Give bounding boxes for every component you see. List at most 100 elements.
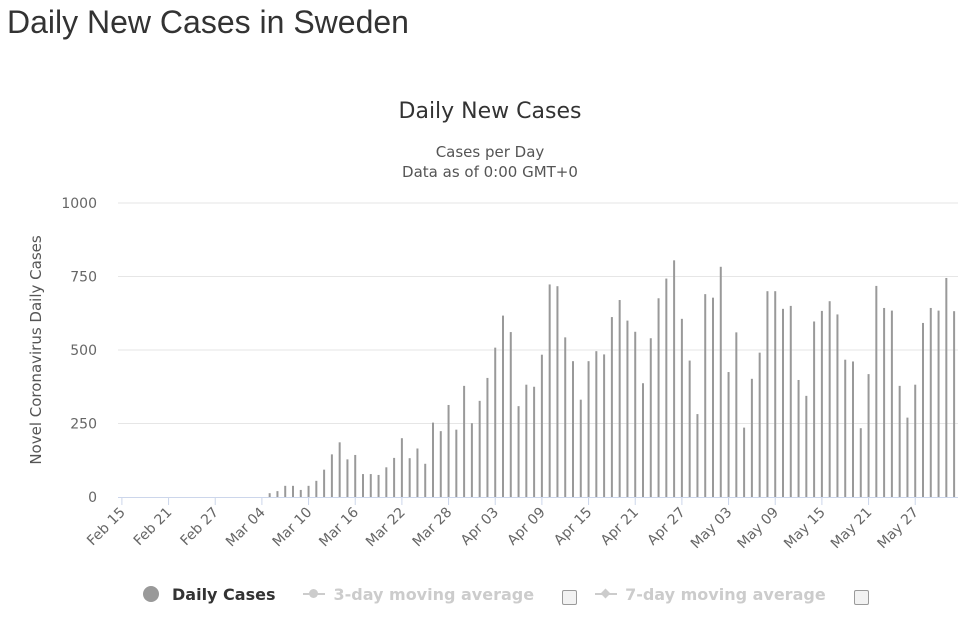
bar[interactable] <box>416 448 419 497</box>
bar[interactable] <box>400 438 403 497</box>
bar[interactable] <box>750 378 753 497</box>
bar[interactable] <box>494 347 497 497</box>
bar[interactable] <box>704 294 707 497</box>
bar[interactable] <box>922 322 924 497</box>
bar[interactable] <box>595 351 598 497</box>
bar[interactable] <box>369 474 372 497</box>
bar[interactable] <box>883 307 886 497</box>
bar[interactable] <box>299 489 302 497</box>
bar[interactable] <box>953 311 956 497</box>
bar[interactable] <box>486 377 489 497</box>
x-tick-label: Mar 22 <box>363 505 409 551</box>
bar[interactable] <box>743 427 746 497</box>
legend-checkbox-7-day-average[interactable] <box>853 589 869 605</box>
bar[interactable] <box>890 310 893 497</box>
bar[interactable] <box>502 315 504 497</box>
bar[interactable] <box>346 459 349 497</box>
bar[interactable] <box>439 431 442 497</box>
bar[interactable] <box>548 284 551 497</box>
bar[interactable] <box>906 417 909 497</box>
bar[interactable] <box>478 400 481 497</box>
bar[interactable] <box>673 260 676 497</box>
bar[interactable] <box>929 307 932 497</box>
bar[interactable] <box>867 374 870 497</box>
x-tick-label: Feb 27 <box>177 505 222 550</box>
bar[interactable] <box>463 385 466 497</box>
bar[interactable] <box>696 414 699 497</box>
bar[interactable] <box>774 291 777 497</box>
bar[interactable] <box>898 385 901 497</box>
bar[interactable] <box>447 404 450 497</box>
bar[interactable] <box>836 314 839 497</box>
bar[interactable] <box>782 308 784 497</box>
bar[interactable] <box>626 320 629 497</box>
bar[interactable] <box>727 372 730 497</box>
bar[interactable] <box>323 469 326 497</box>
bar[interactable] <box>852 361 854 497</box>
bar[interactable] <box>758 352 761 497</box>
bar[interactable] <box>330 454 333 497</box>
bar[interactable] <box>354 454 357 497</box>
bar[interactable] <box>712 297 714 497</box>
bar[interactable] <box>424 463 427 497</box>
bar[interactable] <box>797 379 800 497</box>
bar[interactable] <box>610 317 613 497</box>
bar[interactable] <box>533 386 536 497</box>
bar[interactable] <box>828 301 831 497</box>
bar[interactable] <box>338 442 341 497</box>
x-tick-label: Apr 09 <box>505 505 549 549</box>
bar[interactable] <box>362 474 364 497</box>
bar[interactable] <box>603 354 606 497</box>
bar[interactable] <box>914 384 917 497</box>
bar[interactable] <box>540 354 543 497</box>
bar[interactable] <box>408 458 411 497</box>
bar[interactable] <box>735 332 738 497</box>
bar[interactable] <box>525 384 528 497</box>
legend-item-3-day-average[interactable]: 3-day moving average <box>303 585 534 604</box>
bar[interactable] <box>509 332 512 497</box>
bar[interactable] <box>556 286 559 497</box>
bar[interactable] <box>564 337 567 497</box>
bar[interactable] <box>820 310 823 497</box>
bar[interactable] <box>470 423 473 497</box>
bar[interactable] <box>805 395 808 497</box>
bar[interactable] <box>657 298 660 497</box>
bar[interactable] <box>618 300 621 497</box>
bar[interactable] <box>680 318 683 497</box>
legend-checkbox-3-day-average[interactable] <box>562 589 578 605</box>
legend-label-3-day-average: 3-day moving average <box>333 584 535 604</box>
bar[interactable] <box>315 480 318 497</box>
legend-item-7-day-average[interactable]: 7-day moving average <box>595 585 826 604</box>
bar[interactable] <box>789 305 792 497</box>
x-axis-ticks: Feb 15 Feb 21 Feb 27 Mar 04 Mar 10 Mar 16 Mar … <box>84 497 922 552</box>
bar[interactable] <box>579 399 582 497</box>
bar[interactable] <box>385 467 388 497</box>
bar[interactable] <box>649 338 652 497</box>
bar[interactable] <box>766 291 769 497</box>
bar[interactable] <box>307 485 310 497</box>
bar[interactable] <box>587 361 590 497</box>
bar[interactable] <box>292 485 294 497</box>
bar[interactable] <box>937 310 940 497</box>
bar[interactable] <box>393 457 396 497</box>
bar[interactable] <box>432 422 434 497</box>
bar[interactable] <box>642 383 644 497</box>
bar[interactable] <box>455 429 458 497</box>
bar[interactable] <box>276 491 279 497</box>
bar[interactable] <box>377 474 380 497</box>
bar[interactable] <box>875 285 878 497</box>
bar[interactable] <box>517 406 520 497</box>
legend-item-daily-cases[interactable]: Daily Cases <box>143 585 275 604</box>
bar[interactable] <box>859 428 862 497</box>
bar[interactable] <box>719 266 722 497</box>
gridlines <box>118 202 958 424</box>
bar[interactable] <box>688 360 691 497</box>
bar[interactable] <box>665 278 668 497</box>
bar[interactable] <box>813 321 816 497</box>
bar[interactable] <box>945 277 948 497</box>
bar[interactable] <box>284 485 287 497</box>
bar[interactable] <box>634 331 637 497</box>
bar[interactable] <box>572 361 574 497</box>
bar[interactable] <box>844 359 847 497</box>
bar[interactable] <box>268 493 271 497</box>
